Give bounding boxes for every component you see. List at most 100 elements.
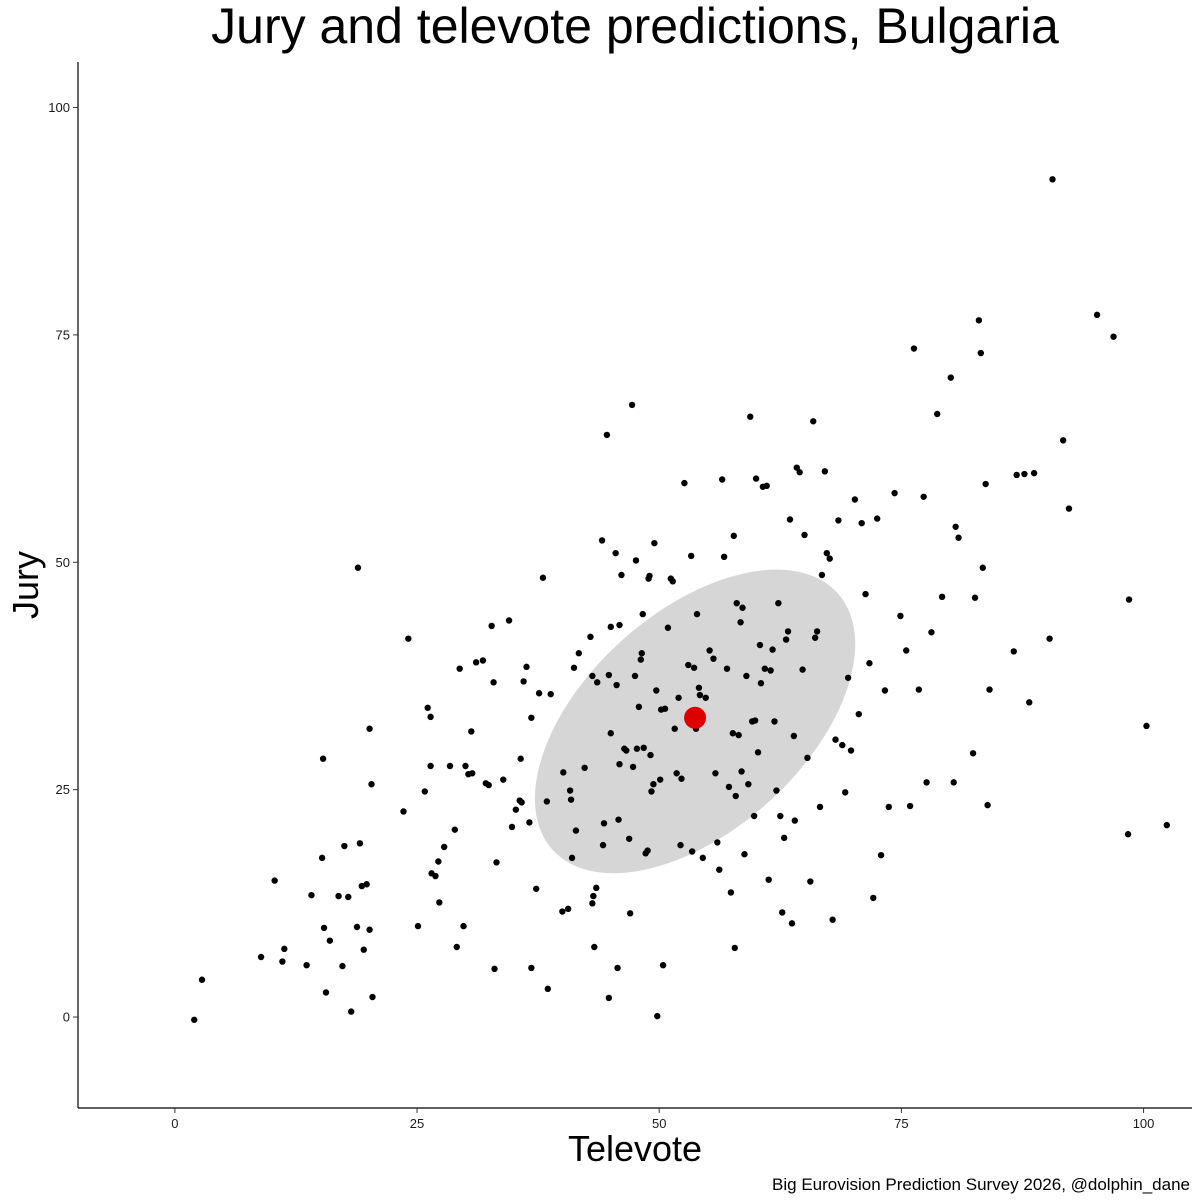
data-point: [637, 656, 645, 663]
data-point: [654, 1012, 661, 1020]
data-point: [775, 599, 782, 607]
data-point: [1125, 596, 1133, 603]
data-point: [440, 843, 448, 851]
data-point: [695, 684, 703, 691]
data-point: [281, 945, 288, 953]
x-tick-label: 75: [894, 1116, 908, 1131]
data-point: [677, 841, 684, 849]
data-point: [661, 705, 669, 712]
chart-title: Jury and televote predictions, Bulgaria: [211, 0, 1059, 54]
data-point: [756, 641, 764, 649]
data-point: [598, 537, 606, 544]
data-point: [400, 808, 407, 815]
data-point: [1026, 699, 1033, 706]
data-point: [656, 776, 664, 783]
data-point: [451, 826, 459, 833]
data-point: [671, 725, 678, 732]
data-point: [427, 713, 434, 721]
data-point: [718, 476, 726, 483]
data-point: [877, 851, 885, 859]
data-point: [984, 801, 991, 809]
data-point: [628, 401, 636, 409]
data-point: [512, 806, 520, 813]
data-point: [405, 635, 412, 642]
data-point: [491, 965, 498, 973]
data-point: [851, 496, 859, 503]
x-axis-title: Televote: [568, 1128, 702, 1169]
data-point: [720, 553, 728, 561]
data-point: [640, 744, 647, 752]
data-point: [493, 859, 500, 866]
data-point: [977, 349, 985, 357]
data-point: [739, 604, 746, 611]
data-point: [517, 755, 524, 762]
data-point: [570, 664, 578, 671]
data-point: [446, 762, 454, 770]
data-point: [488, 622, 495, 630]
data-point: [826, 555, 833, 562]
data-point: [763, 482, 770, 490]
data-point: [613, 681, 620, 689]
data-point: [369, 993, 376, 1001]
data-point: [793, 464, 800, 471]
data-point: [788, 920, 796, 927]
data-point: [639, 610, 646, 618]
data-point: [804, 754, 811, 762]
data-point: [735, 731, 742, 739]
data-point: [303, 961, 310, 969]
data-point: [745, 780, 752, 788]
data-point: [341, 842, 348, 850]
data-point: [625, 835, 633, 842]
data-point: [690, 664, 698, 671]
y-tick-label: 25: [56, 782, 70, 797]
data-point: [456, 665, 463, 672]
data-point: [339, 962, 346, 970]
data-point: [631, 672, 639, 680]
data-point: [335, 892, 342, 900]
data-point: [934, 410, 941, 418]
data-point: [469, 770, 476, 777]
data-point: [855, 710, 862, 718]
data-point: [490, 679, 497, 686]
data-point: [675, 694, 682, 701]
data-point: [832, 736, 839, 743]
data-point: [732, 792, 739, 800]
data-point: [616, 760, 623, 768]
data-point: [615, 816, 622, 823]
data-point: [975, 317, 983, 324]
data-point: [528, 964, 535, 972]
data-point: [791, 817, 799, 824]
data-point: [816, 803, 824, 811]
data-point: [523, 663, 530, 671]
x-axis-ticks: 0 25 50 75 100: [171, 1108, 1154, 1131]
data-point: [923, 779, 930, 786]
data-point: [688, 848, 696, 855]
data-point: [678, 775, 685, 782]
data-point: [322, 989, 330, 996]
data-point: [1093, 311, 1101, 319]
data-point: [738, 768, 745, 775]
data-point: [607, 623, 614, 631]
data-point: [414, 922, 422, 930]
data-point: [920, 493, 927, 500]
x-tick-label: 100: [1133, 1116, 1155, 1131]
data-point: [575, 650, 583, 657]
data-point: [353, 923, 361, 931]
x-tick-label: 25: [410, 1116, 424, 1131]
data-point: [547, 690, 554, 698]
data-point: [685, 661, 692, 669]
data-point: [906, 802, 914, 810]
data-point: [801, 531, 808, 539]
data-point: [1124, 831, 1132, 838]
data-point: [326, 937, 334, 944]
data-point: [979, 564, 986, 571]
data-point: [847, 747, 855, 754]
data-point: [969, 750, 977, 757]
data-point: [1163, 821, 1171, 829]
data-point: [771, 718, 778, 725]
data-point: [638, 650, 645, 657]
data-point: [842, 789, 849, 796]
data-point: [737, 619, 744, 626]
data-point: [650, 780, 657, 788]
